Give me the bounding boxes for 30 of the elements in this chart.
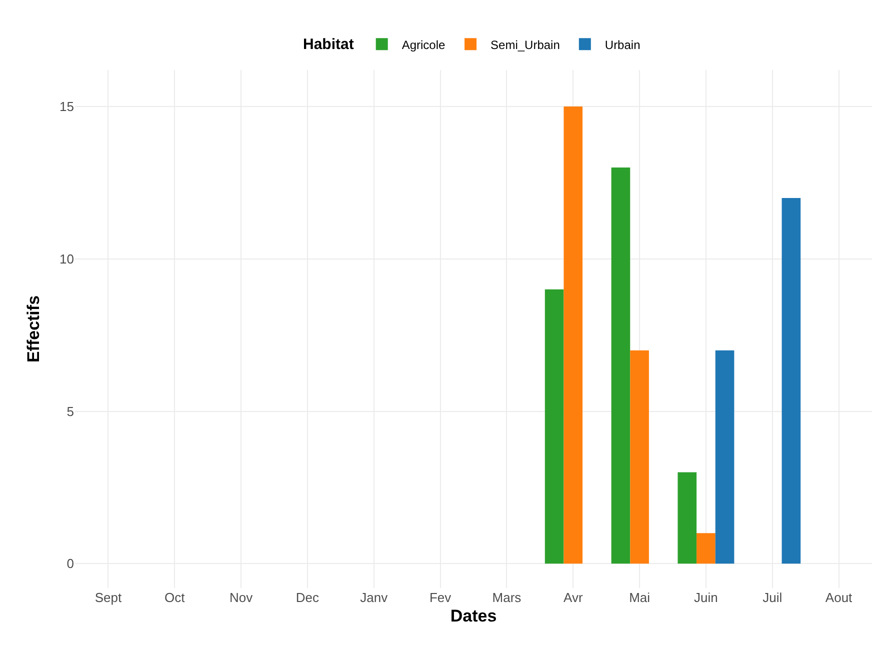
- legend-label: Urbain: [604, 38, 640, 52]
- legend-label: Agricole: [402, 38, 446, 52]
- bar: [715, 350, 734, 564]
- legend-title: Habitat: [303, 36, 354, 54]
- y-tick-label: 0: [66, 556, 74, 572]
- bar: [544, 289, 564, 564]
- x-tick-label: Juin: [694, 590, 718, 605]
- x-tick-label: Fev: [429, 590, 452, 605]
- x-tick-label: Janv: [360, 590, 388, 605]
- x-tick-label: Oct: [164, 590, 186, 605]
- bar: [678, 472, 697, 564]
- bar: [630, 350, 649, 564]
- x-tick-label: Aout: [825, 590, 853, 605]
- bar: [696, 533, 716, 564]
- x-tick-label: Sept: [94, 590, 122, 605]
- x-tick-label: Mai: [629, 590, 650, 605]
- x-tick-label: Mars: [492, 590, 522, 605]
- y-tick-label: 5: [66, 404, 74, 419]
- bar: [782, 198, 801, 564]
- x-tick-label: Juil: [762, 590, 782, 605]
- y-tick-label: 15: [60, 99, 74, 114]
- x-axis-title: Dates: [450, 606, 497, 626]
- x-tick-label: Dec: [296, 590, 320, 605]
- x-tick-label: Avr: [563, 590, 584, 605]
- y-tick-label: 10: [60, 251, 74, 266]
- y-axis-title: Effectifs: [24, 295, 44, 363]
- bar: [564, 106, 583, 564]
- x-tick-label: Nov: [229, 590, 254, 605]
- bar: [611, 168, 630, 564]
- legend-label: Semi_Urbain: [490, 38, 560, 52]
